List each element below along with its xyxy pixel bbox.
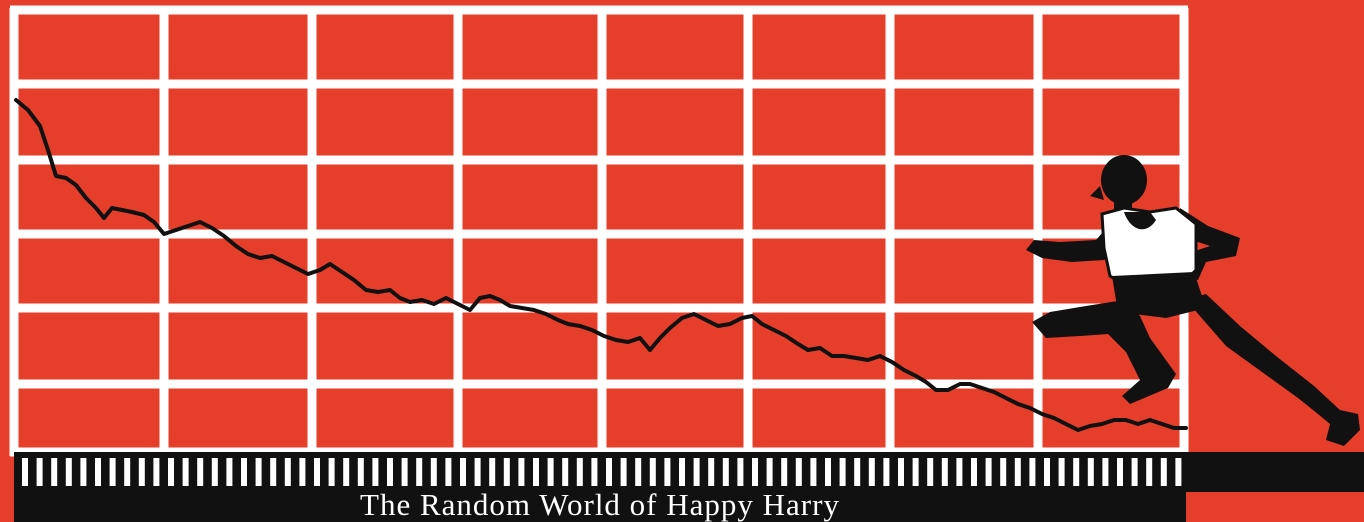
ruler-tick [36, 458, 43, 486]
ruler-tick [898, 458, 904, 486]
ruler-tick [547, 458, 554, 486]
ruler-tick [153, 458, 160, 486]
ruler-tick [314, 458, 320, 486]
ruler-tick [387, 458, 393, 486]
ruler-tick [1014, 458, 1021, 486]
ruler-ticks [22, 458, 1182, 486]
ruler-tick [664, 458, 671, 486]
ruler-tick [182, 458, 189, 486]
ruler-tick [372, 458, 379, 486]
ruler-tick [591, 458, 598, 486]
ruler-tick [270, 458, 277, 486]
ruler-tick [241, 458, 247, 486]
ruler-tick [883, 458, 890, 486]
ruler-tick [941, 458, 948, 486]
ruler-tick [927, 458, 934, 486]
ruler-tick [22, 458, 28, 486]
ruler-tick [1175, 458, 1182, 486]
ruler-tick [576, 458, 583, 486]
ruler-tick [1131, 458, 1138, 486]
ruler-tick [95, 458, 101, 486]
ruler-tick [1029, 458, 1036, 486]
ruler-tick [328, 458, 335, 486]
ruler-tick [1044, 458, 1050, 486]
ruler-tick [1102, 458, 1109, 486]
ruler-tick [168, 458, 174, 486]
ruler-tick [635, 458, 642, 486]
ruler-tick [649, 458, 656, 486]
ruler-tick [284, 458, 291, 486]
ruler-tick [781, 458, 788, 486]
ruler-tick [80, 458, 87, 486]
ruler-tick [752, 458, 758, 486]
ruler-tick [1073, 458, 1080, 486]
ruler-tick [51, 458, 58, 486]
ruler-tick [708, 458, 715, 486]
ruler-tick [226, 458, 233, 486]
ruler-tick [518, 458, 525, 486]
ruler-tick [971, 458, 977, 486]
ruler-tick [109, 458, 116, 486]
ruler-tick [503, 458, 510, 486]
random-walk-line [14, 98, 1188, 432]
ruler-tick [1000, 458, 1007, 486]
ruler-tick [255, 458, 262, 486]
ruler-tick [1058, 458, 1065, 486]
ruler-tick [985, 458, 992, 486]
ruler-tick [766, 458, 773, 486]
ruler-tick [430, 458, 437, 486]
ruler-tick [620, 458, 627, 486]
ruler-tick [401, 458, 408, 486]
ruler-tick [299, 458, 306, 486]
ruler-tick [445, 458, 452, 486]
ruler-tick [197, 458, 204, 486]
running-man-silhouette [1026, 155, 1360, 446]
ruler-tick [912, 458, 919, 486]
ruler-tick [1117, 458, 1123, 486]
ruler-tick [737, 458, 744, 486]
ruler-band [14, 452, 1364, 492]
ruler-tick [474, 458, 481, 486]
ruler-tick [124, 458, 131, 486]
book-title: The Random World of Happy Harry [360, 487, 840, 522]
runner-vest [1100, 206, 1198, 284]
ruler-tick [956, 458, 963, 486]
ruler-tick [460, 458, 466, 486]
ruler-tick [489, 458, 496, 486]
ruler-tick [65, 458, 72, 486]
ruler-tick [343, 458, 350, 486]
caption-band [14, 488, 1186, 522]
ruler-tick [679, 458, 685, 486]
ruler-tick [795, 458, 802, 486]
ruler-tick [825, 458, 831, 486]
ruler-tick [211, 458, 218, 486]
ruler-tick [1146, 458, 1153, 486]
ruler-tick [1160, 458, 1167, 486]
ruler-tick [1087, 458, 1094, 486]
ruler-tick [810, 458, 817, 486]
ruler-tick [868, 458, 875, 486]
ruler-tick [416, 458, 423, 486]
ruler-tick [357, 458, 364, 486]
ruler-tick [562, 458, 569, 486]
ruler-tick [533, 458, 539, 486]
runner-head [1101, 155, 1147, 205]
ruler-tick [606, 458, 612, 486]
ruler-tick [693, 458, 700, 486]
ruler-tick [138, 458, 145, 486]
ruler-tick [722, 458, 729, 486]
ruler-tick [854, 458, 861, 486]
ruler-tick [839, 458, 846, 486]
